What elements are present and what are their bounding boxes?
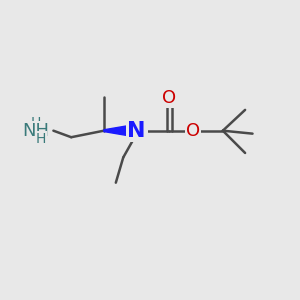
Text: H: H: [30, 116, 41, 130]
Text: O: O: [186, 122, 200, 140]
Text: O: O: [162, 89, 176, 107]
Text: NH: NH: [22, 122, 49, 140]
Polygon shape: [104, 125, 134, 136]
Text: H: H: [36, 132, 46, 146]
Text: N: N: [128, 121, 146, 141]
